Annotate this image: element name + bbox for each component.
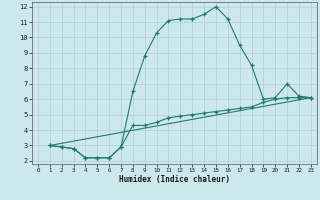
X-axis label: Humidex (Indice chaleur): Humidex (Indice chaleur) [119, 175, 230, 184]
